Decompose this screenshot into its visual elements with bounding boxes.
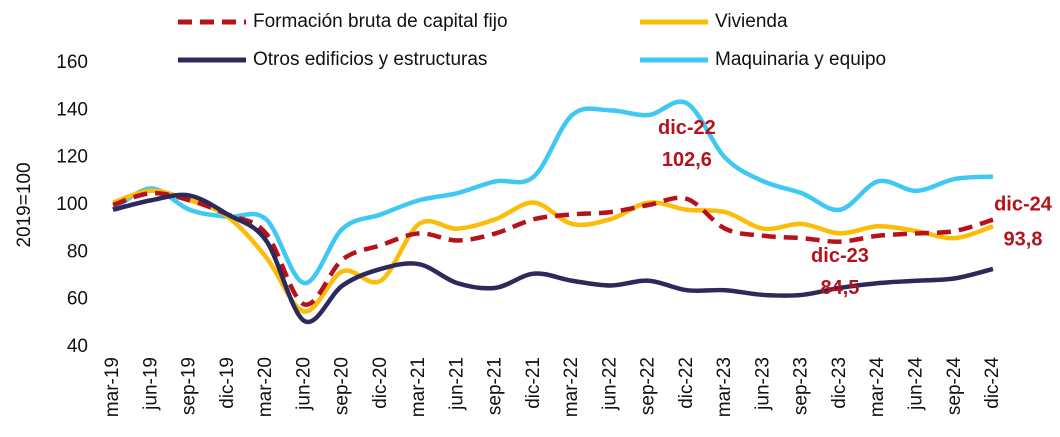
x-tick-label: sep-19: [179, 357, 200, 415]
x-tick-label: mar-24: [867, 357, 888, 418]
series-line: [111, 99, 994, 286]
x-tick-label: mar-23: [714, 357, 735, 417]
y-tick-label: 80: [67, 241, 88, 262]
x-tick-label: mar-20: [255, 357, 276, 417]
x-tick-label: mar-21: [408, 357, 429, 417]
y-tick-label: 40: [67, 336, 88, 357]
annotation-category: dic-24: [994, 193, 1053, 215]
x-tick-label: dic-21: [523, 357, 544, 409]
legend-label: Vivienda: [715, 11, 788, 32]
legend-label: Otros edificios y estructuras: [253, 49, 487, 70]
x-tick-label: sep-24: [944, 357, 965, 416]
x-tick-label: sep-21: [485, 357, 506, 415]
x-tick-label: jun-19: [140, 357, 161, 411]
data-label: 102,6: [662, 149, 712, 171]
annotation-category: dic-22: [658, 117, 716, 139]
x-tick-label: mar-19: [102, 357, 123, 417]
x-tick-label: dic-20: [370, 357, 391, 409]
series-line: [112, 190, 994, 307]
annotation-category: dic-23: [811, 245, 869, 267]
x-tick-label: jun-23: [752, 357, 773, 411]
x-tick-label: dic-24: [982, 357, 1003, 409]
x-tick-label: dic-19: [217, 357, 238, 409]
x-tick-label: jun-24: [905, 357, 926, 411]
y-tick-label: 160: [56, 52, 88, 73]
series-line: [112, 188, 994, 314]
x-tick-label: jun-20: [293, 357, 314, 411]
x-tick-label: mar-22: [561, 357, 582, 417]
y-tick-label: 140: [56, 99, 88, 120]
data-label: 93,8: [1004, 228, 1043, 250]
y-tick-label: 100: [56, 194, 88, 215]
x-tick-label: sep-23: [791, 357, 812, 415]
y-tick-label: 120: [56, 147, 88, 168]
series-line: [112, 192, 994, 325]
x-tick-label: jun-22: [599, 357, 620, 411]
y-axis-label: 2019=100: [14, 162, 35, 247]
x-tick-label: dic-22: [676, 357, 697, 409]
x-tick-label: sep-22: [638, 357, 659, 415]
legend-label: Maquinaria y equipo: [715, 49, 886, 70]
x-tick-label: jun-21: [446, 357, 467, 411]
legend-label: Formación bruta de capital fijo: [253, 11, 508, 32]
x-tick-label: dic-23: [829, 357, 850, 409]
y-tick-label: 60: [67, 289, 88, 310]
data-label: 84,5: [820, 277, 859, 299]
x-tick-label: sep-20: [332, 357, 353, 415]
